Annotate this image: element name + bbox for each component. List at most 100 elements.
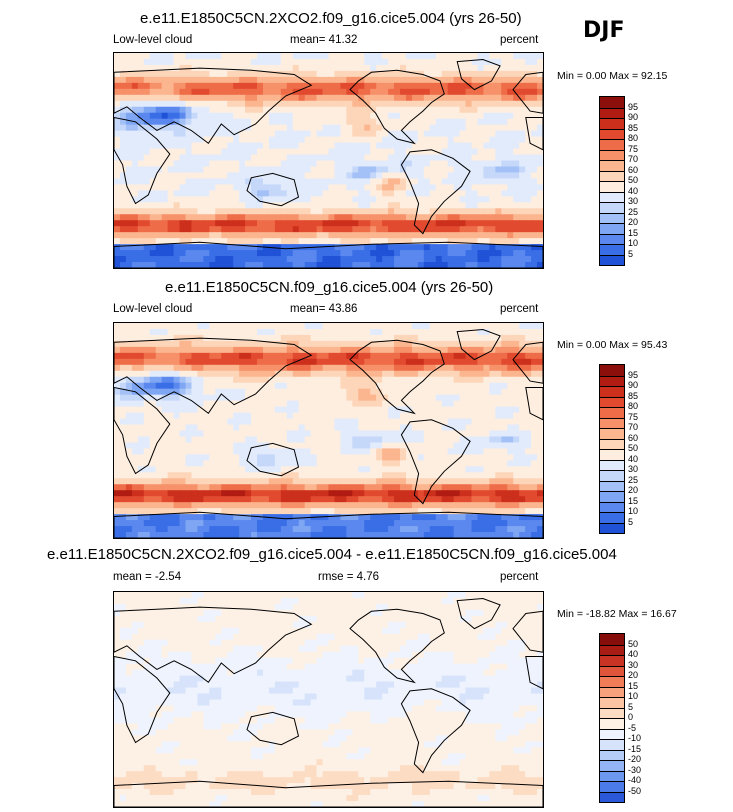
map-cell xyxy=(173,490,181,497)
map-cell xyxy=(531,448,538,455)
map-cell xyxy=(435,472,443,479)
map-cell xyxy=(257,100,264,108)
map-cell xyxy=(429,454,437,461)
map-cell xyxy=(203,232,210,239)
map-cell xyxy=(364,334,371,342)
map-cell xyxy=(483,142,490,150)
map-cell xyxy=(346,418,353,426)
map-cell xyxy=(209,70,216,78)
map-cell xyxy=(286,136,294,144)
map-cell xyxy=(274,514,282,521)
map-cell xyxy=(245,148,252,156)
map-cell xyxy=(525,430,532,438)
map-cell xyxy=(429,394,437,402)
map-cell xyxy=(191,250,199,257)
map-cell xyxy=(525,202,532,209)
map-cell xyxy=(322,490,330,497)
map-cell xyxy=(209,436,216,444)
map-cell xyxy=(268,502,276,509)
map-cell xyxy=(209,112,216,120)
map-cell xyxy=(382,226,389,233)
map-cell xyxy=(334,94,342,102)
map-cell xyxy=(179,394,187,402)
map-cell xyxy=(394,232,401,239)
map-cell xyxy=(453,502,461,509)
map-cell xyxy=(394,82,401,90)
map-cell xyxy=(465,184,473,191)
map-cell xyxy=(537,208,543,215)
map-cell xyxy=(501,232,508,239)
map-cell xyxy=(471,388,479,396)
map-cell xyxy=(519,394,526,402)
map-cell xyxy=(239,232,246,239)
map-cell xyxy=(417,460,425,467)
map-cell xyxy=(268,53,276,60)
map-cell xyxy=(215,334,222,342)
map-cell xyxy=(322,100,330,108)
map-cell xyxy=(531,178,538,185)
map-cell xyxy=(501,256,508,263)
map-cell xyxy=(233,340,240,348)
map-cell xyxy=(203,406,210,414)
map-cell xyxy=(149,136,157,144)
colorbar-tick-label: 70 xyxy=(628,154,639,164)
map-cell xyxy=(400,94,407,102)
map-cell xyxy=(292,334,300,342)
map-cell xyxy=(340,400,347,408)
map-cell xyxy=(149,220,157,227)
map-cell xyxy=(334,118,342,126)
map-cell xyxy=(233,154,240,162)
map-cell xyxy=(185,190,193,197)
map-cell xyxy=(161,400,169,408)
map-cell xyxy=(364,100,371,108)
map-cell xyxy=(459,166,467,174)
map-cell xyxy=(173,76,181,84)
map-cell xyxy=(251,172,258,180)
map-cell xyxy=(471,130,479,138)
map-cell xyxy=(459,376,467,384)
map-cell xyxy=(388,406,395,414)
map-cell xyxy=(185,430,193,438)
map-cell xyxy=(411,196,419,203)
map-cell xyxy=(114,484,121,491)
map-cell xyxy=(292,323,300,330)
map-cell xyxy=(322,136,330,144)
map-cell xyxy=(310,400,318,408)
map-cell xyxy=(155,70,163,78)
map-cell xyxy=(233,502,240,509)
map-cell xyxy=(131,364,139,372)
map-cell xyxy=(251,484,258,491)
map-cell xyxy=(417,454,425,461)
map-cell xyxy=(233,424,240,432)
map-cell xyxy=(215,88,222,96)
map-cell xyxy=(227,394,234,402)
map-cell xyxy=(453,442,461,450)
map-cell xyxy=(316,388,324,396)
map-cell xyxy=(459,388,467,396)
map-cell xyxy=(394,490,401,497)
map-cell xyxy=(292,436,300,444)
map-cell xyxy=(137,172,145,180)
map-cell xyxy=(167,508,175,515)
map-cell xyxy=(268,94,276,102)
map-cell xyxy=(298,106,306,114)
map-cell xyxy=(370,484,377,491)
map-cell xyxy=(388,256,395,263)
map-cell xyxy=(143,334,151,342)
map-cell xyxy=(286,418,294,426)
map-cell xyxy=(221,352,228,360)
map-cell xyxy=(114,106,121,114)
map-cell xyxy=(310,460,318,467)
map-cell xyxy=(316,94,324,102)
map-cell xyxy=(334,340,342,348)
map-cell xyxy=(465,424,473,432)
map-cell xyxy=(304,496,312,503)
map-cell xyxy=(209,142,216,150)
map-cell xyxy=(495,412,502,420)
map-cell xyxy=(310,262,318,268)
map-cell xyxy=(507,323,514,330)
map-cell xyxy=(227,130,234,138)
map-cell xyxy=(370,184,377,191)
map-cell xyxy=(155,334,163,342)
map-cell xyxy=(477,454,485,461)
